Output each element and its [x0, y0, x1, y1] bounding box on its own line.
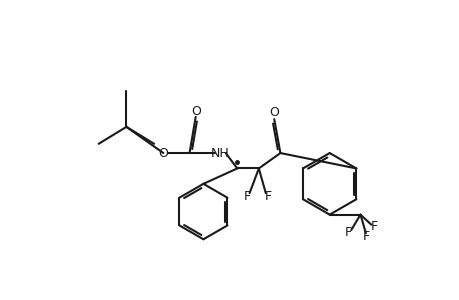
Text: F: F — [370, 220, 377, 233]
Text: O: O — [269, 106, 279, 119]
Text: O: O — [158, 146, 168, 160]
Text: F: F — [344, 226, 351, 239]
Text: F: F — [243, 190, 250, 203]
Text: NH: NH — [211, 146, 229, 160]
Text: F: F — [362, 230, 369, 243]
Text: O: O — [190, 105, 200, 118]
Text: F: F — [264, 190, 271, 203]
